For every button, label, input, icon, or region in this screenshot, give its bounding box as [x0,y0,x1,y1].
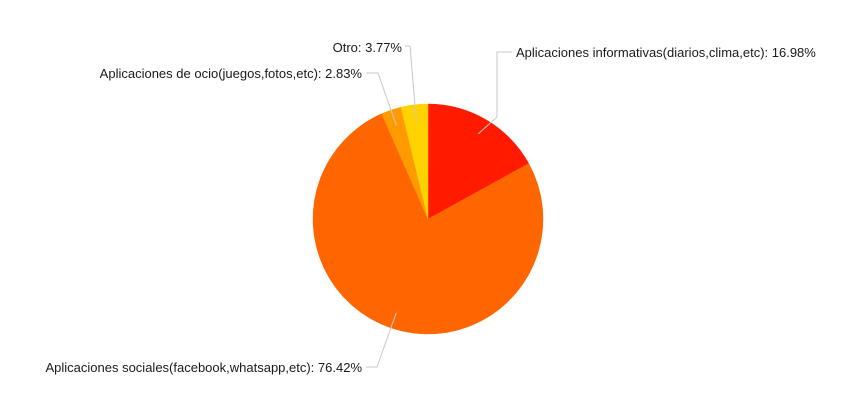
pie-slice-0 [427,103,530,220]
data-label-0: Aplicaciones informativas(diarios,clima,… [516,45,816,60]
leader-line-0 [477,51,512,135]
leader-lines-group [366,45,512,368]
leader-line-3 [405,45,417,121]
data-label-2: Aplicaciones de ocio(juegos,fotos,etc): … [100,66,363,81]
data-labels-group: Aplicaciones informativas(diarios,clima,… [45,40,816,375]
pie-slice-3 [400,103,429,220]
leader-line-2 [366,72,397,126]
data-label-3: Otro: 3.77% [333,40,403,55]
slices-group [312,103,544,335]
leader-line-1 [366,312,397,368]
data-label-1: Aplicaciones sociales(facebook,whatsapp,… [45,360,362,375]
